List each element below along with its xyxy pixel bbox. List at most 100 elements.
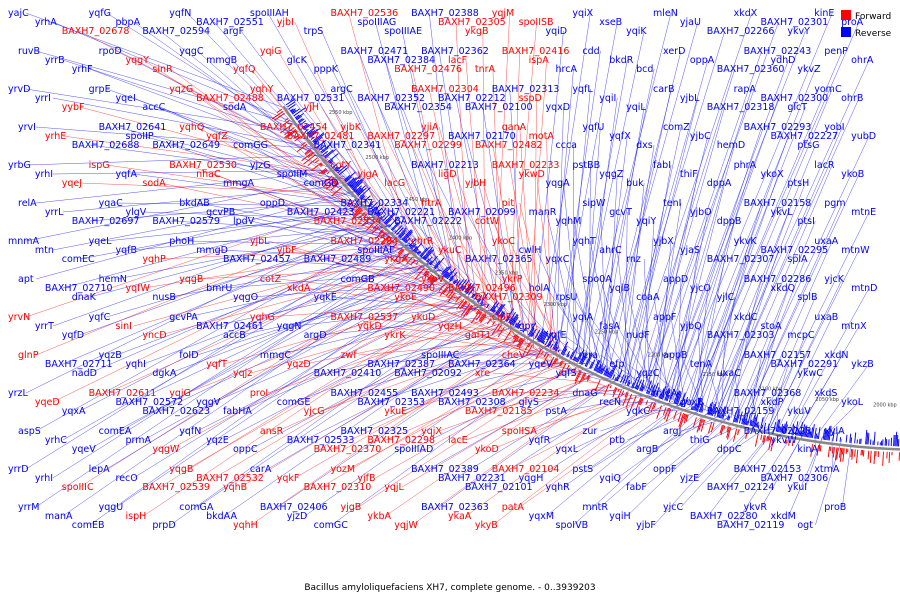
gene-label[interactable]: proB — [824, 502, 846, 513]
gene-label[interactable]: BAXH7_02406 — [260, 502, 328, 513]
gene-label[interactable]: cotW — [475, 216, 500, 227]
gene-label[interactable]: yajC — [8, 8, 29, 19]
gene-label[interactable]: yqeV — [72, 444, 96, 455]
gene-label[interactable]: yqfR — [529, 435, 551, 446]
gene-label[interactable]: efp — [609, 359, 624, 370]
gene-label[interactable]: yqiG — [260, 46, 282, 57]
gene-label[interactable]: BAXH7_02360 — [717, 64, 785, 75]
gene-label[interactable]: gcvT — [609, 207, 632, 218]
gene-label[interactable]: yqgB — [169, 464, 193, 475]
gene-label[interactable]: BAXH7_02157 — [744, 350, 812, 361]
gene-label[interactable]: ykvR — [744, 502, 768, 513]
gene-label[interactable]: ykrK — [384, 330, 406, 341]
gene-label[interactable]: BAXH7_02353 — [357, 397, 425, 408]
gene-label[interactable]: mmgB — [206, 55, 237, 66]
gene-label[interactable]: spoIIM — [277, 169, 308, 180]
gene-label[interactable]: yjbL — [250, 236, 270, 247]
gene-label[interactable]: nusB — [152, 292, 176, 303]
gene-label[interactable]: yjcC — [663, 502, 683, 513]
gene-label[interactable]: yjzE — [680, 473, 699, 484]
gene-label[interactable]: comEA — [99, 426, 132, 437]
gene-label[interactable]: BAXH7_02213 — [411, 160, 479, 171]
gene-label[interactable]: yybF — [62, 102, 85, 113]
gene-label[interactable]: yqeJ — [62, 178, 82, 189]
gene-label[interactable]: yubD — [851, 131, 876, 142]
gene-label[interactable]: lpdV — [233, 216, 255, 227]
gene-label[interactable]: ykbA — [367, 511, 391, 522]
gene-label[interactable]: BAXH7_02611 — [89, 388, 157, 399]
gene-label[interactable]: BAXH7_02334 — [341, 198, 409, 209]
gene-label[interactable]: yqiK — [626, 26, 647, 37]
gene-label[interactable]: yqfG — [89, 8, 111, 19]
gene-label[interactable]: apt — [18, 274, 34, 285]
gene-label[interactable]: BAXH7_02299 — [394, 140, 462, 151]
gene-label[interactable]: yrrT — [35, 321, 54, 332]
gene-label[interactable]: yjbC — [690, 131, 711, 142]
gene-label[interactable]: kinA — [797, 444, 818, 455]
gene-label[interactable]: phoH — [169, 236, 194, 247]
gene-label[interactable]: ptb — [609, 435, 625, 446]
gene-label[interactable]: mmgD — [196, 245, 228, 256]
gene-label[interactable]: spoIIIAG — [357, 17, 396, 28]
gene-label[interactable]: BAXH7_02159 — [707, 406, 775, 417]
gene-label[interactable]: yjcG — [304, 406, 325, 417]
gene-label[interactable]: yqhM — [556, 216, 582, 227]
gene-label[interactable]: bkdAA — [206, 511, 237, 522]
gene-label[interactable]: yrrL — [45, 207, 64, 218]
gene-label[interactable]: yrhF — [72, 64, 93, 75]
gene-label[interactable]: ydhD — [771, 55, 796, 66]
gene-label[interactable]: ykoE — [394, 292, 417, 303]
gene-label[interactable]: yrhA — [35, 17, 57, 28]
gene-label[interactable]: yqgH — [519, 473, 544, 484]
gene-label[interactable]: yjbI — [277, 17, 294, 28]
gene-label[interactable]: yqgA — [546, 178, 571, 189]
gene-label[interactable]: buk — [626, 178, 644, 189]
gene-label[interactable]: yjbX — [653, 236, 674, 247]
gene-label[interactable]: yqzB — [99, 350, 122, 361]
gene-label[interactable]: yjlC — [717, 292, 735, 303]
gene-label[interactable]: ptsG — [797, 140, 819, 151]
gene-label[interactable]: yqiA — [572, 312, 593, 323]
gene-label[interactable]: BAXH7_02119 — [717, 520, 785, 531]
gene-label[interactable]: ansR — [260, 426, 284, 437]
gene-label[interactable]: BAXH7_02551 — [196, 17, 264, 28]
gene-label[interactable]: BAXH7_02158 — [744, 198, 812, 209]
gene-label[interactable]: BAXH7_02266 — [707, 26, 775, 37]
gene-label[interactable]: yqhI — [126, 359, 146, 370]
gene-label[interactable]: sodA — [223, 102, 247, 113]
gene-label[interactable]: yqxL — [556, 444, 579, 455]
gene-label[interactable]: BAXH7_02536 — [331, 8, 399, 19]
gene-label[interactable]: yqhH — [233, 520, 258, 531]
gene-label[interactable]: BAXH7_02222 — [394, 216, 462, 227]
gene-label[interactable]: splA — [787, 254, 808, 265]
gene-label[interactable]: BAXH7_02594 — [142, 26, 210, 37]
gene-label[interactable]: aspS — [18, 426, 41, 437]
gene-label[interactable]: argD — [304, 330, 327, 341]
gene-label[interactable]: yrhI — [35, 169, 53, 180]
gene-label[interactable]: yqiL — [626, 102, 646, 113]
gene-label[interactable]: yozM — [331, 464, 356, 475]
gene-label[interactable]: yomC — [814, 84, 842, 95]
gene-label[interactable]: comGC — [314, 520, 349, 531]
gene-label[interactable]: cdd — [582, 46, 599, 57]
gene-label[interactable]: BAXH7_02387 — [367, 359, 435, 370]
gene-label[interactable]: yqxM — [529, 511, 554, 522]
gene-label[interactable]: yqiY — [636, 216, 656, 227]
gene-label[interactable]: fabF — [626, 482, 647, 493]
gene-label[interactable]: oppF — [653, 464, 676, 475]
gene-label[interactable]: relA — [18, 198, 37, 209]
gene-label[interactable]: sinR — [152, 64, 173, 75]
gene-label[interactable]: yqgO — [233, 292, 258, 303]
gene-label[interactable]: lacG — [384, 178, 405, 189]
gene-label[interactable]: phrA — [734, 160, 757, 171]
gene-label[interactable]: yqiQ — [599, 473, 621, 484]
gene-label[interactable]: BAXH7_02227 — [771, 131, 839, 142]
gene-label[interactable]: BAXH7_02306 — [761, 473, 829, 484]
gene-label[interactable]: sodA — [142, 178, 166, 189]
gene-label[interactable]: htrA — [421, 198, 442, 209]
gene-label[interactable]: rpoD — [99, 46, 122, 57]
gene-label[interactable]: xtmA — [814, 464, 840, 475]
gene-label[interactable]: xkdS — [814, 388, 837, 399]
gene-label[interactable]: yqfZ — [206, 131, 228, 142]
gene-label[interactable]: lacE — [448, 435, 468, 446]
